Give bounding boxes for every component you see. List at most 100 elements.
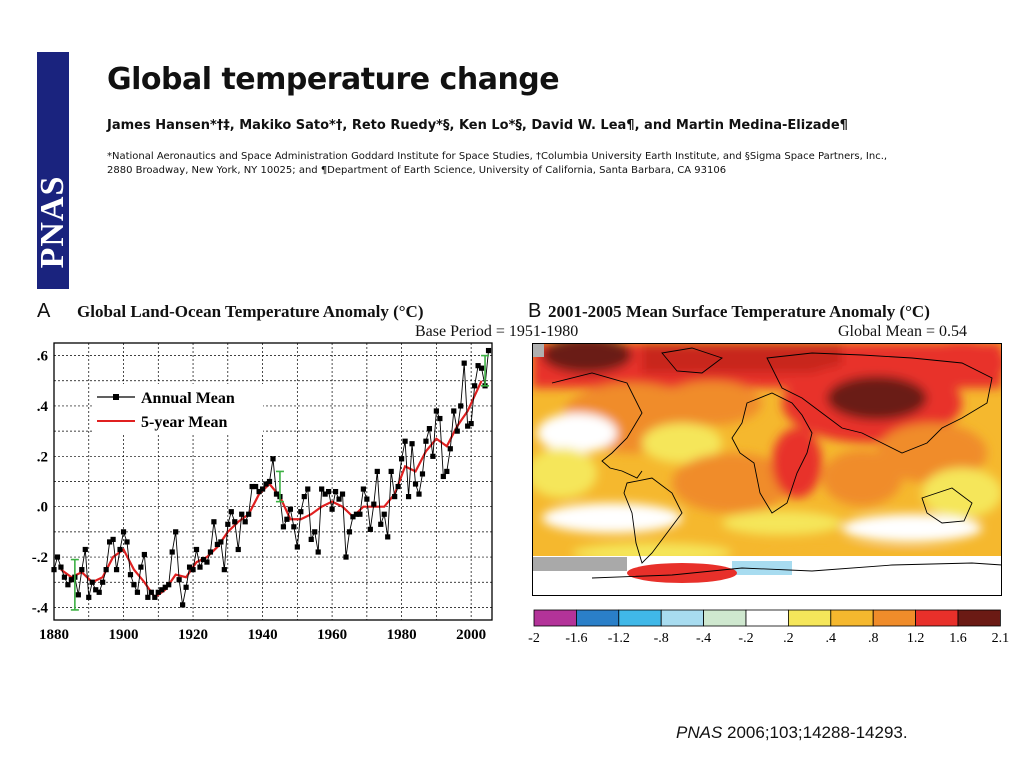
annual-mean-point <box>339 491 346 497</box>
annual-mean-point <box>305 486 311 492</box>
annual-mean-point <box>228 509 234 515</box>
annual-mean-point <box>433 408 439 414</box>
affiliation-line-1: *National Aeronautics and Space Administ… <box>107 151 888 162</box>
annual-mean-point <box>353 511 360 517</box>
annual-mean-point <box>152 594 158 600</box>
annual-mean-point <box>412 481 419 487</box>
annual-mean-point <box>225 521 231 527</box>
x-tick-label: 1940 <box>248 627 278 643</box>
colorbar-swatch <box>618 609 662 627</box>
annual-mean-point <box>399 456 405 462</box>
annual-mean-point <box>332 488 339 495</box>
annual-mean-point <box>319 486 325 492</box>
temperature-anomaly-chart: -.4 -.2 .0 .2 .4 .6 1880 1900 1920 1940 1960 1980 2… <box>32 342 493 643</box>
colorbar-swatch <box>533 609 577 627</box>
annual-mean-point <box>378 521 384 527</box>
annual-mean-point <box>207 549 214 555</box>
annual-mean-point <box>82 546 88 553</box>
annual-mean-point <box>287 506 293 512</box>
colorbar-label: 1.2 <box>907 631 925 646</box>
annual-mean-point <box>200 556 207 563</box>
annual-mean-point <box>437 415 443 422</box>
annual-mean-point <box>204 559 210 565</box>
annual-mean-point <box>465 423 471 429</box>
annual-mean-point <box>232 519 238 525</box>
annual-mean-point <box>336 496 342 502</box>
annual-mean-point <box>110 536 116 543</box>
annual-mean-point <box>423 438 429 444</box>
annual-mean-point <box>51 567 57 573</box>
annual-mean-point <box>280 524 287 530</box>
annual-mean-point <box>475 363 481 369</box>
colorbar-swatch <box>830 609 874 627</box>
x-tick-label: 1980 <box>387 627 417 643</box>
annual-mean-point <box>138 564 144 570</box>
citation-reference: 2006;103;14288-14293. <box>722 723 908 742</box>
annual-mean-point <box>96 589 102 595</box>
panel-b-title: 2001-2005 Mean Surface Temperature Anoma… <box>548 302 930 321</box>
annual-mean-point <box>343 554 349 560</box>
annual-mean-point <box>113 567 120 573</box>
no-data-patch <box>532 557 627 571</box>
annual-mean-point <box>478 365 485 371</box>
annual-mean-point <box>214 541 220 548</box>
annual-mean-point <box>193 546 200 553</box>
coastlines <box>551 347 1002 579</box>
annual-mean-point <box>326 488 332 495</box>
chart-frame <box>53 342 493 621</box>
annual-mean-point <box>54 554 61 560</box>
colorbar-swatch <box>703 609 747 627</box>
article-title: Global temperature change <box>107 62 560 97</box>
annual-mean-point <box>454 428 460 434</box>
annual-mean-point <box>65 582 71 588</box>
x-tick-label: 1960 <box>317 627 347 643</box>
x-tick-label: 1900 <box>109 627 139 643</box>
annual-mean-point <box>86 594 92 600</box>
annual-mean-point <box>120 529 127 535</box>
cool-patch <box>732 561 792 575</box>
annual-mean-point <box>183 584 189 590</box>
annual-mean-point <box>75 592 81 598</box>
colorbar-swatch <box>745 609 789 627</box>
annual-mean-point <box>211 519 217 525</box>
colorbar-swatch <box>872 609 917 627</box>
annual-mean-point <box>180 602 186 608</box>
annual-mean-point <box>451 408 457 414</box>
annual-mean-point <box>308 536 314 543</box>
annual-mean-point <box>346 529 353 535</box>
x-tick-label: 1920 <box>178 627 208 643</box>
annual-mean-point <box>357 511 363 517</box>
annual-mean-point <box>256 488 262 495</box>
annual-mean-point <box>405 494 412 500</box>
annual-mean-point <box>468 420 474 427</box>
y-tick-label: .2 <box>37 449 48 465</box>
annual-mean-point <box>447 446 453 452</box>
annual-mean-point <box>266 478 273 485</box>
annual-mean-point <box>162 584 168 590</box>
colorbar-label: 1.6 <box>949 631 967 646</box>
annual-mean-point <box>270 456 276 462</box>
colorbar-label: .8 <box>868 631 879 646</box>
colorbar-label: .4 <box>826 631 837 646</box>
annual-mean-point <box>100 579 106 585</box>
y-tick-label: .0 <box>37 500 48 516</box>
legend-5yr-label: 5-year Mean <box>141 414 227 431</box>
colorbar-swatch <box>787 609 832 627</box>
colorbar-label: -.2 <box>738 631 753 646</box>
peninsula-warm-patch <box>627 563 737 583</box>
five-year-mean-line <box>60 380 483 599</box>
annual-mean-point <box>134 589 141 595</box>
panel-a-title: Global Land-Ocean Temperature Anomaly (°… <box>77 302 424 321</box>
annual-mean-point <box>371 501 377 507</box>
annual-mean-point <box>124 539 130 545</box>
annual-mean-point <box>402 438 408 444</box>
colorbar-labels: -2 -1.6 -1.2 -.8 -.4 -.2 .2 .4 .8 1.2 1.6 2.1 <box>528 631 1009 646</box>
annual-mean-point <box>141 551 147 558</box>
annual-mean-point <box>461 360 467 366</box>
annual-mean-series <box>51 347 492 608</box>
colorbar-label: 2.1 <box>992 631 1010 646</box>
annual-mean-point <box>416 491 422 497</box>
annual-mean-point <box>388 468 394 475</box>
annual-mean-point <box>458 403 464 409</box>
annual-mean-point <box>350 514 356 520</box>
